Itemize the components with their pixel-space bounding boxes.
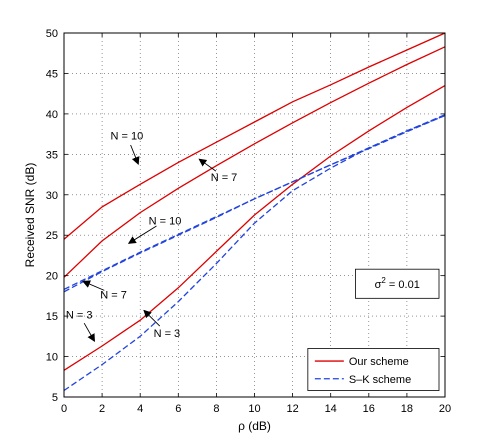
annotation-arrow (143, 309, 161, 327)
annotation-label: N = 10 (149, 216, 182, 228)
y-tick-label: 15 (46, 311, 58, 323)
annotation-arrow (127, 225, 157, 244)
annotation-arrow (82, 280, 105, 291)
y-tick-label: 5 (52, 392, 58, 404)
axis-ticks: 0 2 4 6 8 10 12 14 16 18 20 5 10 15 20 25 30 35 40 45 50 (46, 28, 451, 415)
series-line-our-n10 (63, 32, 446, 240)
x-tick-label: 18 (401, 403, 413, 415)
annotation-arrow (130, 144, 140, 165)
x-tick-label: 10 (248, 403, 260, 415)
noise-variance-note: σ2 = 0.01 (355, 268, 440, 299)
legend: Our scheme S–K scheme (307, 348, 440, 391)
note-sup: 2 (381, 276, 386, 285)
series-line-sk-n7 (63, 114, 446, 290)
x-tick-label: 4 (137, 403, 143, 415)
annotations: N = 10 N = 7 N = 10 N = 7 N = 3 N = 3 (66, 131, 238, 343)
y-tick-label: 40 (46, 109, 58, 121)
annotation-label: N = 7 (100, 289, 127, 301)
series-line-our-n3 (63, 85, 446, 371)
x-tick-label: 0 (61, 403, 67, 415)
y-tick-label: 50 (46, 28, 58, 40)
annotation-label: N = 10 (111, 131, 144, 143)
note-text: σ2 = 0.01 (375, 276, 420, 291)
annotation-label: N = 3 (66, 309, 93, 321)
x-tick-label: 6 (175, 403, 181, 415)
y-tick-label: 45 (46, 68, 58, 80)
note-box-frame (355, 268, 440, 299)
x-tick-label: 16 (363, 403, 375, 415)
y-tick-label: 35 (46, 149, 58, 161)
note-sigma: σ (375, 279, 382, 291)
y-axis-label: Received SNR (dB) (23, 163, 37, 268)
legend-box (307, 348, 440, 391)
x-tick-label: 2 (99, 403, 105, 415)
y-tick-label: 10 (46, 352, 58, 364)
legend-label-our-scheme: Our scheme (349, 356, 409, 368)
grid-lines (64, 33, 445, 397)
annotation-arrow (83, 322, 95, 343)
y-tick-label: 30 (46, 190, 58, 202)
legend-label-sk-scheme: S–K scheme (349, 374, 411, 386)
annotation-arrow (198, 158, 217, 172)
x-tick-label: 8 (213, 403, 219, 415)
series-lines (63, 32, 446, 392)
x-axis-label: ρ (dB) (238, 419, 271, 433)
y-tick-label: 25 (46, 230, 58, 242)
x-tick-label: 14 (325, 403, 337, 415)
y-tick-label: 20 (46, 271, 58, 283)
x-tick-label: 12 (286, 403, 298, 415)
series-line-sk-n3 (63, 114, 446, 392)
note-rest: = 0.01 (386, 279, 420, 291)
annotation-label: N = 7 (211, 172, 238, 184)
series-line-our-n7 (63, 46, 446, 278)
x-tick-label: 20 (439, 403, 451, 415)
annotation-label: N = 3 (154, 328, 181, 340)
